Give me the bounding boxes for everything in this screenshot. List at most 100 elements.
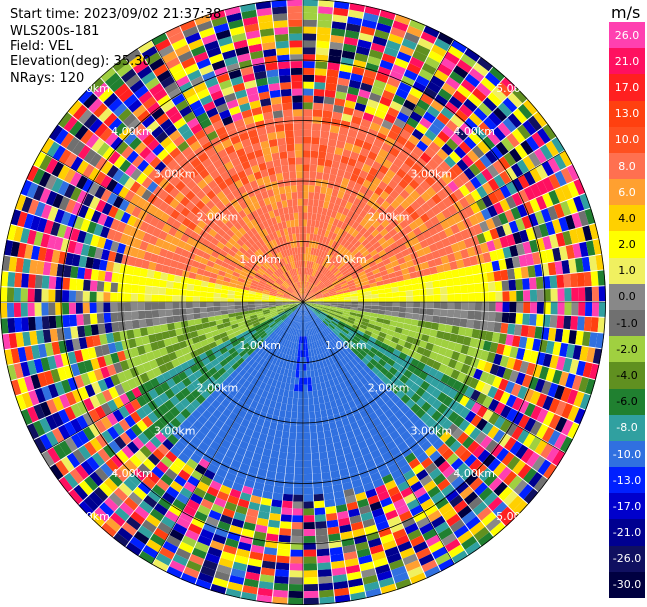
velocity-gate	[479, 320, 488, 331]
velocity-gate	[354, 456, 365, 466]
velocity-gate	[247, 299, 255, 302]
velocity-gate	[153, 419, 165, 432]
velocity-gate	[201, 317, 209, 324]
velocity-gate	[315, 256, 321, 264]
velocity-gate	[313, 192, 320, 200]
velocity-gate	[202, 70, 216, 82]
velocity-gate	[187, 475, 200, 487]
velocity-gate	[283, 295, 290, 299]
velocity-gate	[309, 302, 317, 304]
velocity-gate	[372, 392, 382, 403]
velocity-gate	[151, 294, 159, 302]
velocity-gate	[139, 327, 149, 337]
velocity-gate	[98, 107, 113, 123]
velocity-gate	[561, 419, 574, 436]
velocity-gate	[303, 570, 318, 578]
velocity-gate	[520, 266, 529, 279]
velocity-gate	[309, 254, 313, 262]
velocity-gate	[499, 355, 510, 368]
velocity-gate	[342, 207, 350, 216]
velocity-gate	[333, 283, 341, 288]
velocity-gate	[374, 109, 387, 120]
velocity-gate	[303, 398, 309, 406]
velocity-gate	[315, 171, 324, 180]
velocity-gate	[173, 117, 187, 130]
velocity-gate	[399, 262, 408, 270]
velocity-gate	[449, 333, 458, 343]
velocity-gate	[298, 302, 303, 308]
velocity-gate	[484, 150, 498, 164]
velocity-gate	[193, 82, 208, 94]
velocity-gate	[396, 51, 412, 63]
velocity-gate	[190, 436, 202, 447]
velocity-gate	[483, 230, 493, 242]
velocity-gate	[222, 186, 232, 197]
velocity-gate	[567, 422, 580, 439]
velocity-gate	[392, 20, 409, 32]
velocity-gate	[213, 334, 222, 342]
velocity-gate	[321, 472, 332, 481]
velocity-gate	[400, 146, 412, 157]
velocity-gate	[223, 161, 234, 171]
velocity-gate	[88, 182, 100, 196]
velocity-gate	[313, 348, 318, 356]
velocity-gate	[525, 136, 540, 152]
velocity-gate	[290, 313, 296, 320]
velocity-gate	[323, 103, 334, 112]
velocity-gate	[498, 466, 512, 482]
velocity-gate	[27, 360, 37, 376]
velocity-gate	[389, 446, 401, 457]
velocity-gate	[471, 264, 480, 275]
velocity-gate	[265, 354, 273, 362]
velocity-gate	[90, 269, 99, 281]
velocity-gate	[306, 336, 310, 344]
velocity-gate	[250, 317, 258, 322]
velocity-gate	[137, 65, 153, 80]
velocity-gate	[359, 169, 369, 180]
velocity-gate	[488, 412, 500, 426]
velocity-gate	[179, 511, 194, 523]
velocity-gate	[384, 287, 393, 294]
velocity-gate	[355, 491, 367, 502]
velocity-gate	[216, 102, 229, 114]
velocity-gate	[347, 179, 356, 189]
velocity-gate	[309, 425, 317, 433]
velocity-gate	[156, 339, 166, 349]
velocity-gate	[476, 185, 488, 199]
velocity-gate	[310, 150, 319, 159]
velocity-gate	[139, 240, 149, 251]
velocity-gate	[522, 155, 536, 171]
velocity-gate	[92, 258, 101, 270]
velocity-gate	[52, 396, 64, 412]
velocity-gate	[282, 297, 290, 300]
velocity-gate	[456, 220, 467, 232]
velocity-gate	[369, 121, 381, 132]
velocity-gate	[309, 297, 317, 300]
velocity-gate	[377, 15, 394, 27]
velocity-gate	[132, 266, 142, 277]
velocity-gate	[230, 396, 240, 406]
velocity-gate	[489, 250, 499, 262]
velocity-gate	[431, 344, 441, 354]
velocity-gate	[284, 325, 290, 332]
velocity-gate	[453, 415, 465, 428]
velocity-gate	[261, 303, 269, 307]
velocity-gate	[447, 358, 458, 369]
velocity-gate	[284, 308, 292, 313]
velocity-gate	[507, 268, 516, 280]
velocity-gate	[233, 330, 242, 337]
velocity-gate	[125, 542, 142, 557]
velocity-gate	[325, 261, 332, 269]
velocity-gate	[364, 298, 372, 302]
velocity-gate	[121, 254, 130, 265]
velocity-gate	[459, 122, 473, 136]
velocity-gate	[386, 267, 395, 275]
velocity-gate	[68, 302, 77, 315]
velocity-gate	[191, 409, 202, 420]
velocity-gate	[453, 309, 462, 319]
velocity-gate	[98, 87, 114, 103]
velocity-gate	[363, 69, 377, 80]
velocity-gate	[361, 357, 370, 366]
velocity-gate	[318, 575, 333, 584]
velocity-gate	[263, 312, 271, 317]
